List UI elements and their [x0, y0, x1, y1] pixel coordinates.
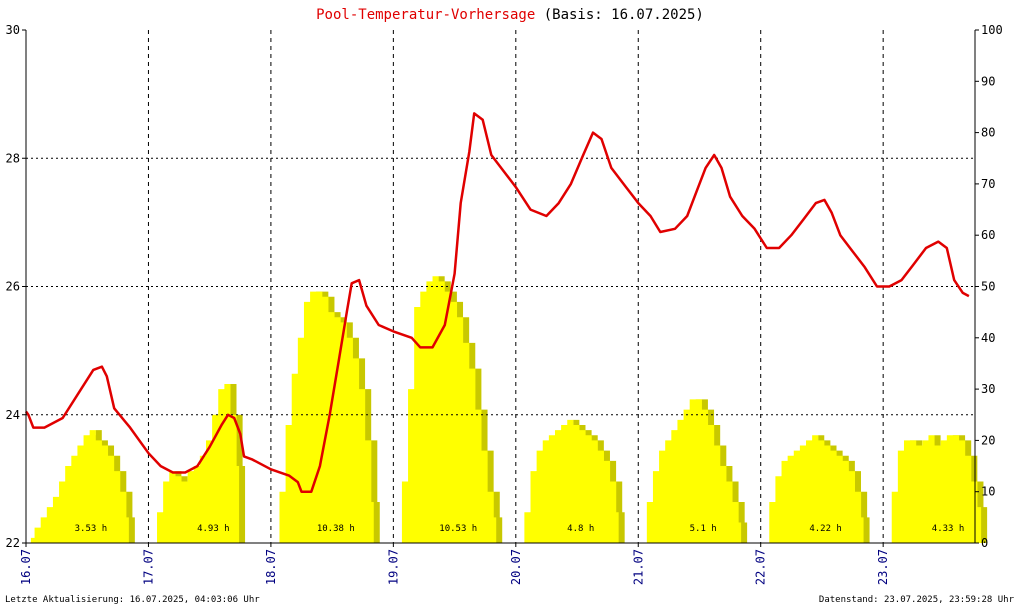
sunshine-hours-label: 4.33 h	[932, 524, 965, 534]
sunshine-area-day-2	[150, 383, 240, 543]
chart-title-main: Pool-Temperatur-Vorhersage	[316, 7, 535, 23]
y-left-tick-label: 28	[6, 151, 20, 165]
x-tick-label: 16.07	[19, 549, 33, 585]
grid-layer	[26, 30, 975, 543]
sunshine-hours-label: 4.93 h	[197, 524, 230, 534]
sunshine-hours-label: 5.1 h	[690, 524, 717, 534]
y-right-tick-label: 100	[981, 23, 1003, 37]
x-tick-label: 17.07	[141, 549, 155, 585]
chart-title: Pool-Temperatur-Vorhersage (Basis: 16.07…	[316, 7, 704, 23]
sunshine-hours-label: 3.53 h	[75, 524, 108, 534]
chart-title-basis: (Basis: 16.07.2025)	[544, 7, 704, 23]
y-right-tick-label: 80	[981, 126, 995, 140]
x-tick-label: 20.07	[509, 549, 523, 585]
sunshine-hours-label: 10.53 h	[439, 524, 477, 534]
y-right-tick-label: 90	[981, 74, 995, 88]
sunshine-area-day-1	[28, 430, 129, 543]
sunshine-hours-label: 4.8 h	[567, 524, 594, 534]
sunshine-hours-labels: 3.53 h 4.93 h 10.38 h 10.53 h 4.8 h 5.1 h 4.22…	[75, 524, 965, 534]
footer-last-update: Letzte Aktualisierung: 16.07.2025, 04:03…	[5, 595, 260, 605]
x-tick-label: 23.07	[876, 549, 890, 585]
sunshine-area-day-3	[273, 291, 374, 543]
axes-layer: 22 24 26 28 30 0 10 20 30 40 50 60 70 80 90 100 16.07 17.…	[6, 23, 1003, 585]
x-tick-label: 22.07	[754, 549, 768, 585]
sunshine-area-day-5	[518, 419, 619, 543]
sunshine-hours-label: 10.38 h	[317, 524, 355, 534]
y-right-tick-label: 60	[981, 228, 995, 242]
sunshine-area-day-8	[885, 435, 982, 543]
x-tick-label: 21.07	[631, 549, 645, 585]
y-right-tick-label: 0	[981, 536, 988, 550]
sunshine-hours-label: 4.22 h	[809, 524, 842, 534]
x-tick-label: 18.07	[264, 549, 278, 585]
y-right-tick-label: 70	[981, 177, 995, 191]
y-right-tick-label: 20	[981, 433, 995, 447]
temperature-line	[24, 112, 970, 493]
y-right-tick-label: 50	[981, 280, 995, 294]
x-tick-label: 19.07	[386, 549, 400, 585]
y-left-tick-label: 26	[6, 280, 20, 294]
sunshine-area-day-6	[640, 399, 742, 543]
y-left-tick-label: 30	[6, 23, 20, 37]
y-right-tick-label: 40	[981, 331, 995, 345]
sunshine-area-day-4	[395, 276, 497, 543]
y-left-tick-label: 22	[6, 536, 20, 550]
y-right-tick-label: 30	[981, 382, 995, 396]
y-right-tick-label: 10	[981, 485, 995, 499]
sunshine-area-layer	[28, 276, 988, 543]
y-left-tick-label: 24	[6, 408, 20, 422]
temperature-line-layer	[24, 112, 970, 493]
footer-data-status: Datenstand: 23.07.2025, 23:59:28 Uhr	[819, 595, 1015, 605]
sunshine-area-day-7	[763, 435, 864, 543]
